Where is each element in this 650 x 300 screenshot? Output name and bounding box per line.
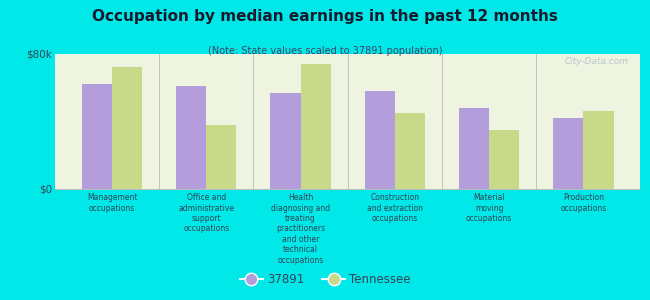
Bar: [112, 68, 142, 189]
Bar: [176, 86, 206, 189]
Bar: [270, 93, 300, 189]
Bar: [206, 125, 237, 189]
Bar: [553, 118, 584, 189]
Bar: [584, 111, 614, 189]
Bar: [489, 130, 519, 189]
Text: Occupation by median earnings in the past 12 months: Occupation by median earnings in the pas…: [92, 9, 558, 24]
Bar: [395, 113, 425, 189]
Bar: [365, 91, 395, 189]
Legend: 37891, Tennessee: 37891, Tennessee: [235, 269, 415, 291]
Text: City-Data.com: City-Data.com: [565, 57, 629, 66]
Bar: [300, 64, 331, 189]
Bar: [459, 108, 489, 189]
Bar: [82, 84, 112, 189]
Text: (Note: State values scaled to 37891 population): (Note: State values scaled to 37891 popu…: [208, 46, 442, 56]
